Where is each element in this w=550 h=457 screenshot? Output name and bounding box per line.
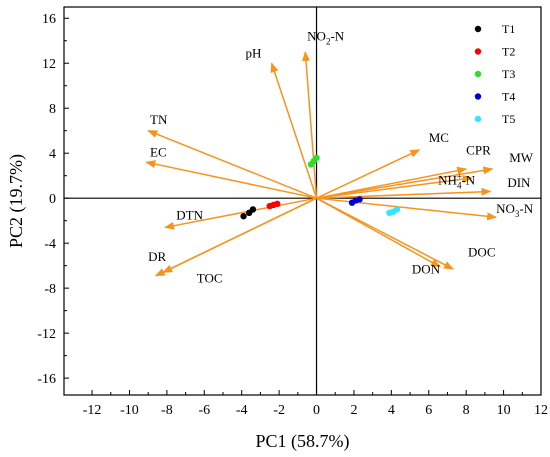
y-tick-label: 8 — [49, 102, 56, 117]
loading-label-mc: MC — [429, 130, 449, 145]
y-tick-label: 0 — [49, 192, 56, 207]
loading-label-ph: pH — [245, 46, 261, 61]
loading-label-cpr: CPR — [466, 142, 491, 157]
legend-label-t5: T5 — [502, 112, 515, 126]
loading-arrow-tn — [148, 131, 316, 198]
loading-label-don: DON — [412, 262, 441, 277]
x-tick-label: 8 — [463, 403, 470, 418]
loading-label-mw: MW — [509, 150, 534, 165]
legend-marker-t4 — [475, 93, 481, 99]
point-t2 — [274, 201, 280, 207]
y-tick-label: 12 — [42, 57, 56, 72]
x-tick-label: 0 — [313, 403, 320, 418]
loading-arrow-ph — [272, 63, 317, 198]
loading-arrow-no2-n — [305, 52, 316, 198]
x-tick-label: 2 — [350, 403, 357, 418]
point-t4 — [356, 196, 362, 202]
loading-label-din: DIN — [507, 175, 531, 190]
point-t1 — [250, 206, 256, 212]
loading-label-doc: DOC — [468, 245, 495, 260]
loading-label-toc: TOC — [197, 271, 223, 286]
legend-marker-t5 — [475, 116, 481, 122]
x-tick-label: 6 — [425, 403, 432, 418]
y-tick-label: -4 — [44, 237, 56, 252]
x-tick-label: -2 — [273, 403, 285, 418]
x-tick-label: -8 — [161, 403, 173, 418]
loading-label-dtn: DTN — [176, 208, 203, 223]
axes: -12 -10 -8 -6 -4 -2 0 2 4 6 8 10 12 -16 -12 -8 -4 0 4 8 12 16 — [37, 7, 548, 418]
loading-label-no3-n: NO3-N — [496, 201, 534, 219]
legend-marker-t3 — [475, 71, 481, 77]
legend-label-t4: T4 — [502, 90, 515, 104]
point-t1 — [240, 213, 246, 219]
loading-label-tn: TN — [150, 112, 168, 127]
x-axis-title: PC1 (58.7%) — [256, 431, 350, 452]
x-tick-label: -4 — [236, 403, 248, 418]
legend-label-t3: T3 — [502, 67, 515, 81]
y-tick-label: 16 — [42, 12, 56, 27]
x-tick-label: -12 — [83, 403, 102, 418]
loading-arrow-no3-n — [317, 198, 497, 217]
loading-label-dr: DR — [148, 249, 166, 264]
legend: T1 T2 T3 T4 T5 — [475, 22, 516, 126]
loading-label-no2-n: NO2-N — [307, 29, 345, 47]
loading-arrow-ec — [146, 162, 316, 198]
y-tick-label: 4 — [49, 147, 56, 162]
loading-label-nh4-n: NH+ 4-N — [438, 172, 476, 191]
y-tick-label: -8 — [44, 282, 56, 297]
point-t3 — [313, 155, 319, 161]
loading-arrows: NO2-N pH TN EC DTN DR TOC MC CPR MW NH+ 4-N DIN NO3-N… — [146, 29, 533, 286]
x-tick-label: 12 — [534, 403, 548, 418]
legend-marker-t2 — [475, 48, 481, 54]
x-tick-label: -6 — [198, 403, 210, 418]
legend-label-t1: T1 — [502, 22, 515, 36]
y-axis-title: PC2 (19.7%) — [6, 154, 27, 248]
x-tick-label: -10 — [120, 403, 139, 418]
x-tick-label: 4 — [388, 403, 395, 418]
legend-marker-t1 — [475, 26, 481, 32]
legend-label-t2: T2 — [502, 45, 515, 59]
loading-label-ec: EC — [150, 145, 167, 160]
y-tick-label: -16 — [37, 372, 56, 387]
loading-arrow-don — [317, 198, 440, 267]
point-t5 — [394, 206, 400, 212]
x-tick-label: 10 — [497, 403, 511, 418]
y-tick-label: -12 — [37, 327, 56, 342]
